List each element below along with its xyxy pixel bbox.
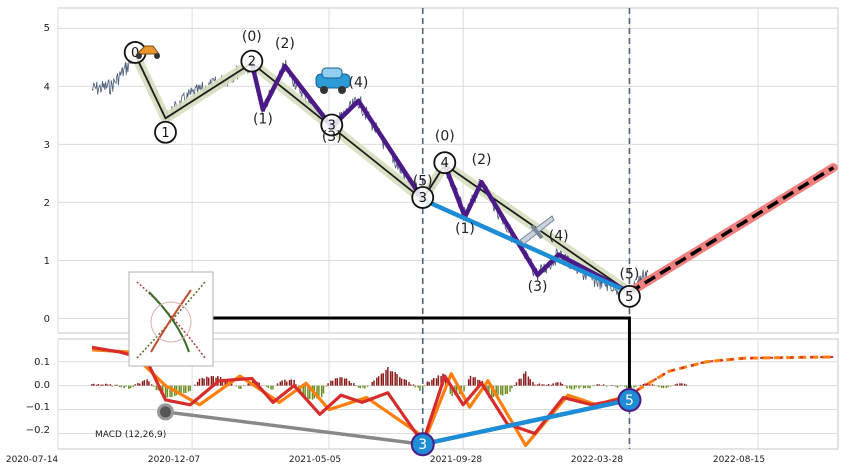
price-tick-label: 3 (44, 140, 50, 151)
inset-curve (148, 291, 190, 353)
primary-wave-marker (154, 120, 177, 144)
macd-marker (156, 403, 174, 421)
price-tick-label: 5 (44, 23, 50, 34)
car-wheel (320, 86, 328, 94)
minor-wave-label: (4) (349, 75, 369, 91)
primary-wave-marker (433, 151, 457, 175)
macd-marker-label: 3 (418, 437, 427, 453)
primary-wave-label: 0 (131, 46, 139, 61)
minor-wave-label: (2) (275, 36, 295, 52)
minor-wave-label: (1) (253, 112, 273, 128)
macd-tick-label: 0.0 (34, 380, 50, 391)
macd-divergence-line (165, 410, 423, 446)
x-tick-label: 2022-03-28 (571, 455, 624, 465)
scooter-wheel (154, 53, 160, 59)
scooter-icon (135, 45, 160, 59)
scooter-body (135, 45, 160, 55)
inset-circle (150, 301, 192, 343)
minor-wave-label: (5) (413, 174, 433, 190)
x-tick-label: 2020-07-14 (6, 455, 59, 465)
primary-wave-label: 4 (441, 156, 449, 171)
primary-wave-marker (618, 284, 641, 308)
x-tick-label: 2022-08-15 (713, 455, 765, 465)
minor-wave-label: (1) (455, 221, 475, 237)
x-tick-label: 2020-12-07 (148, 455, 200, 465)
macd-marker (410, 432, 435, 457)
projection-line (628, 166, 835, 294)
macd-marker-label: 5 (625, 393, 634, 409)
primary-wave-marker (411, 186, 435, 209)
car-wheel (338, 86, 346, 94)
macd-tick-label: 0.1 (34, 357, 50, 368)
primary-wave-label: 5 (625, 290, 633, 305)
price-tick-label: 1 (44, 256, 50, 267)
primary-wave-label: 2 (248, 55, 256, 70)
minor-wave-line (249, 62, 425, 201)
inset-curve (150, 289, 192, 353)
macd-divergence-line (422, 397, 630, 447)
scooter-wheel (136, 53, 142, 59)
car-window (321, 67, 343, 79)
minor-wave-label: (2) (472, 152, 492, 168)
primary-wave-marker (240, 49, 264, 73)
macd-line (91, 345, 630, 445)
minor-wave-line (442, 163, 631, 295)
macd-tick-label: −0.2 (26, 425, 50, 436)
car-icon (315, 67, 351, 94)
macd-label: MACD (12,26,9) (95, 430, 166, 440)
minor-wave-label: (0) (242, 29, 262, 45)
price-tick-label: 4 (44, 82, 50, 93)
primary-wave-marker (320, 113, 344, 137)
x-tick-label: 2021-05-05 (289, 455, 341, 465)
x-tick-label: 2021-09-28 (430, 455, 483, 465)
macd-tick-label: −0.1 (26, 402, 50, 413)
trend-line (421, 197, 631, 295)
macd-marker (617, 387, 642, 412)
connector-line (213, 316, 631, 400)
price-tick-label: 0 (44, 314, 50, 325)
minor-wave-label: (5) (620, 266, 640, 282)
minor-wave-label: (0) (435, 129, 455, 145)
airplane-icon (519, 215, 555, 245)
primary-wave-label: 3 (328, 118, 336, 133)
primary-wave-label: 1 (161, 126, 169, 141)
macd-projection-line (636, 355, 834, 392)
minor-wave-label: (3) (322, 129, 342, 145)
inset-thumbnail (128, 271, 214, 367)
minor-wave-label: (3) (528, 279, 548, 295)
airplane-wing (530, 224, 544, 240)
price-tick-label: 2 (44, 198, 50, 209)
primary-wave-label: 3 (419, 191, 427, 206)
minor-wave-label: (4) (549, 229, 569, 245)
